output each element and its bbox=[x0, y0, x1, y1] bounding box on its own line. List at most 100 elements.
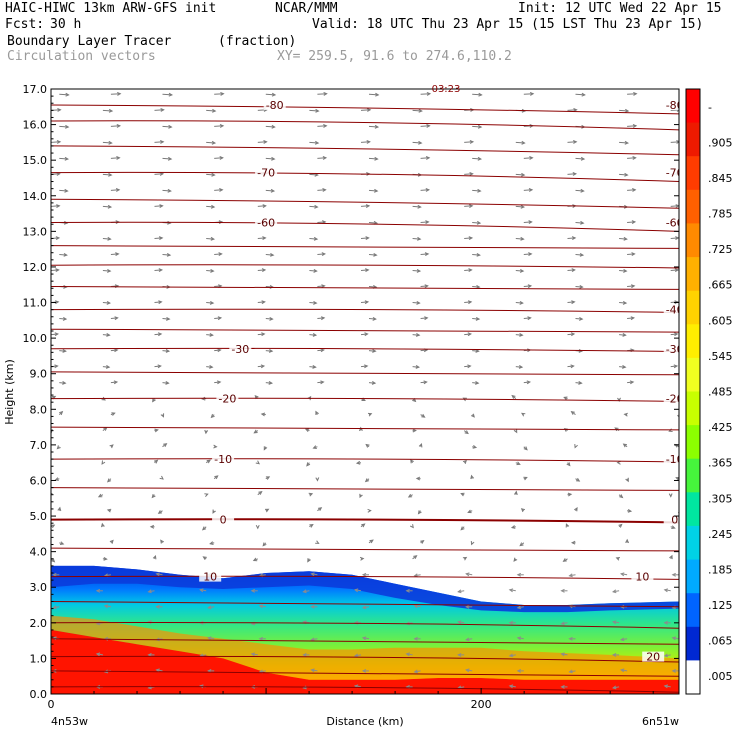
wind-vector-head bbox=[627, 508, 633, 513]
wind-vector-head bbox=[116, 156, 121, 160]
wind-vector bbox=[265, 157, 275, 160]
isotherm-label-bg bbox=[663, 304, 679, 315]
wind-vector-head bbox=[262, 542, 267, 547]
wind-vector-head bbox=[51, 558, 56, 563]
tracer-high-band bbox=[51, 629, 679, 694]
wind-vector-head bbox=[521, 172, 526, 177]
wind-vector-head bbox=[52, 572, 57, 577]
wind-vector-head bbox=[312, 332, 318, 337]
wind-vector-head bbox=[158, 236, 164, 241]
isotherm-line bbox=[51, 264, 679, 269]
wind-vector-head bbox=[260, 412, 266, 417]
wind-vector-head bbox=[633, 91, 638, 96]
wind-vector bbox=[523, 221, 532, 223]
wind-vector-head bbox=[315, 410, 319, 415]
isotherm-label: -30 bbox=[231, 343, 249, 356]
wind-vector-head bbox=[207, 605, 212, 610]
forecast-value: 30 h bbox=[50, 17, 82, 32]
isotherm-label-bg bbox=[255, 217, 278, 228]
wind-vector bbox=[162, 157, 172, 160]
wind-vector-head bbox=[217, 348, 222, 353]
colorbar-swatch bbox=[686, 324, 700, 359]
isotherm-label: -20 bbox=[218, 393, 236, 406]
wind-vector-head bbox=[668, 493, 673, 498]
wind-vector bbox=[309, 270, 317, 272]
wind-vector bbox=[575, 286, 583, 288]
wind-vector-head bbox=[619, 637, 625, 642]
wind-vector bbox=[627, 253, 635, 255]
wind-vector-head bbox=[364, 478, 370, 483]
wind-vector-head bbox=[418, 140, 423, 145]
y-tick-label: 7.0 bbox=[30, 439, 48, 452]
wind-vector-head bbox=[417, 204, 422, 209]
isotherm-label: -20 bbox=[666, 393, 684, 406]
wind-vector-head bbox=[365, 268, 370, 273]
wind-vector-head bbox=[367, 412, 373, 417]
wind-vector bbox=[627, 285, 635, 287]
colorbar-label: .425 bbox=[708, 421, 733, 434]
wind-vector-head bbox=[57, 108, 62, 112]
plot-area: 20 10 10 0 0 -10 -10 -20 -20 -30 -30 -40 -60 -60 -70 -7… bbox=[51, 89, 686, 694]
wind-vector-head bbox=[147, 620, 152, 625]
wind-vector bbox=[472, 286, 480, 288]
wind-vector-head bbox=[64, 188, 69, 193]
wind-vector-head bbox=[470, 540, 475, 546]
wind-vector-head bbox=[374, 124, 380, 129]
wind-vector-head bbox=[209, 541, 214, 545]
isotherm-line bbox=[51, 221, 679, 232]
wind-vector-head bbox=[632, 188, 637, 192]
wind-vector-head bbox=[674, 332, 679, 337]
wind-vector-head bbox=[420, 540, 425, 544]
wind-vector-head bbox=[467, 364, 472, 369]
wind-vector-head bbox=[108, 172, 113, 177]
wind-vector-head bbox=[250, 652, 256, 657]
wind-vector-head bbox=[465, 604, 470, 609]
isotherm-line bbox=[51, 245, 679, 249]
y-tick-label: 15.0 bbox=[23, 154, 48, 167]
wind-vector-head bbox=[165, 348, 171, 353]
wind-vector-head bbox=[465, 572, 470, 577]
x-tick-label: 200 bbox=[471, 698, 492, 711]
wind-vector-head bbox=[374, 156, 379, 161]
wind-vector-head bbox=[570, 364, 575, 369]
wind-vector-head bbox=[155, 604, 160, 609]
wind-vector bbox=[619, 141, 628, 144]
wind-vector-head bbox=[160, 539, 165, 544]
wind-vector-head bbox=[528, 188, 534, 192]
isotherm-line bbox=[51, 518, 679, 524]
wind-vector-head bbox=[574, 444, 578, 449]
wind-vector-head bbox=[114, 316, 119, 321]
wind-vector-head bbox=[302, 652, 307, 657]
wind-vector-head bbox=[476, 220, 482, 225]
wind-vector-head bbox=[211, 140, 217, 145]
wind-vector-head bbox=[103, 604, 109, 609]
wind-vector-head bbox=[364, 364, 369, 369]
isotherm-label-bg bbox=[212, 514, 235, 525]
wind-vector bbox=[567, 141, 577, 143]
isotherm-line bbox=[51, 347, 679, 353]
wind-vector-head bbox=[155, 668, 160, 673]
wind-vector bbox=[368, 125, 379, 128]
wind-vector bbox=[464, 301, 472, 303]
wind-vector-head bbox=[55, 300, 60, 305]
wind-vector bbox=[523, 189, 533, 191]
wind-vector bbox=[472, 254, 480, 256]
wind-vector-head bbox=[115, 188, 121, 192]
wind-vector bbox=[567, 237, 576, 239]
wind-vector-head bbox=[264, 508, 270, 513]
wind-vector bbox=[464, 205, 473, 207]
wind-vector-head bbox=[460, 492, 465, 497]
wind-vector bbox=[360, 141, 370, 143]
wind-vector-head bbox=[468, 236, 474, 241]
wind-vector-head bbox=[632, 124, 638, 128]
wind-vector-head bbox=[560, 684, 565, 689]
wind-vector bbox=[412, 238, 421, 240]
wind-vector-head bbox=[475, 380, 480, 385]
wind-vector-head bbox=[470, 474, 475, 480]
wind-vector bbox=[162, 125, 172, 128]
colorbar-label: .365 bbox=[708, 457, 733, 470]
wind-vector-head bbox=[261, 300, 266, 305]
wind-vector-head bbox=[683, 285, 686, 288]
wind-vector-head bbox=[630, 284, 636, 289]
